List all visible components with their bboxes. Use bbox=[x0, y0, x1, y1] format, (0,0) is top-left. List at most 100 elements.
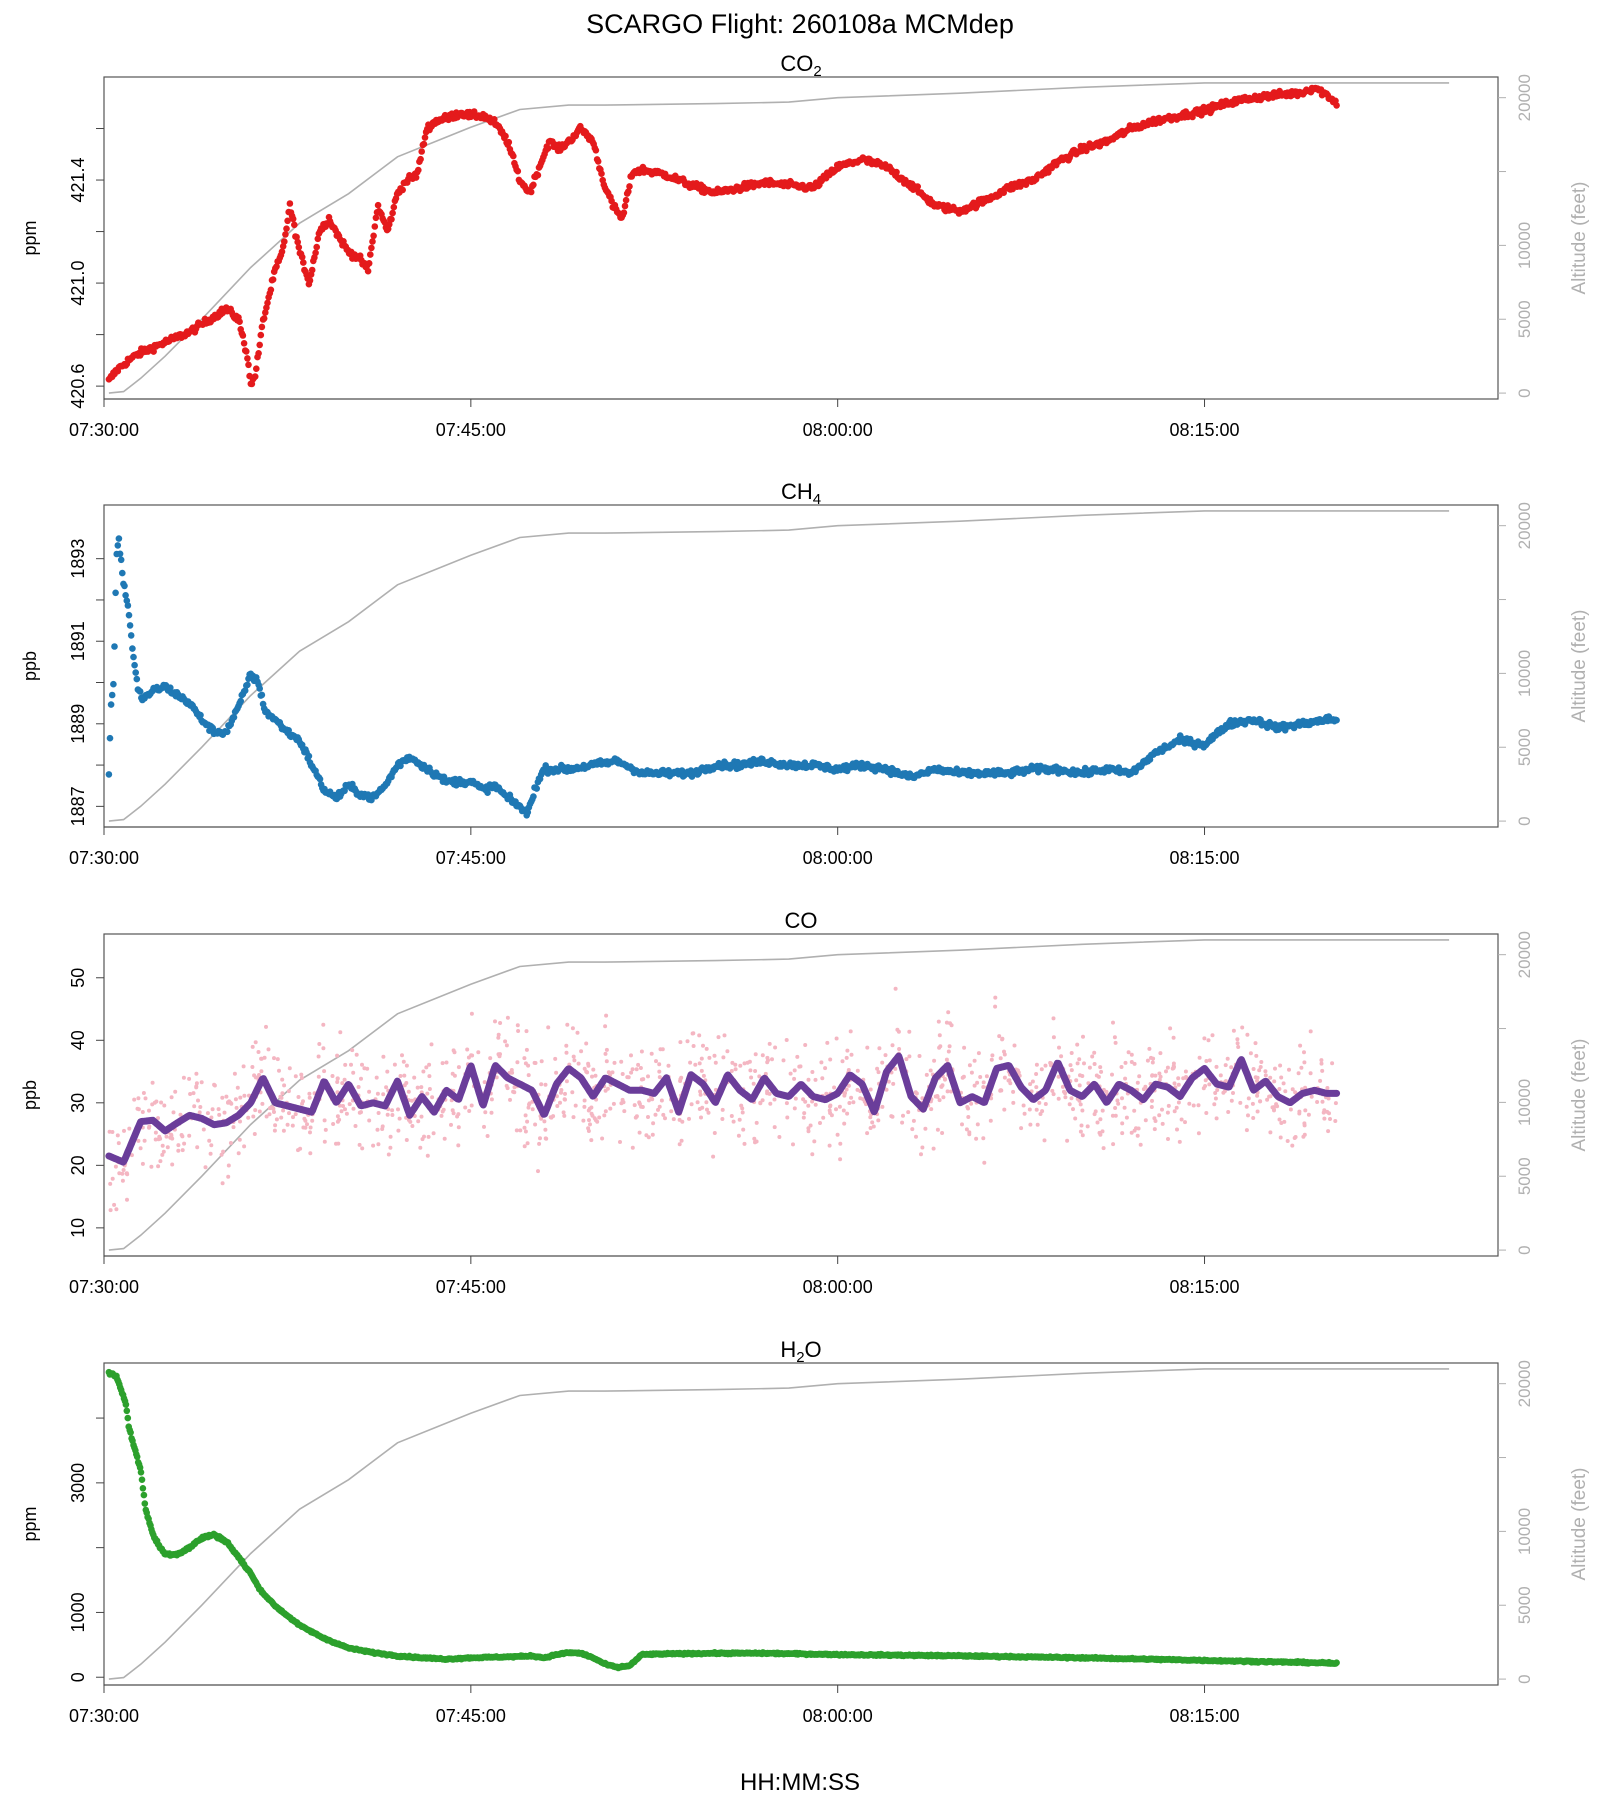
co-raw-point bbox=[701, 1044, 705, 1048]
co-raw-point bbox=[1082, 1061, 1086, 1065]
co-raw-point bbox=[730, 1069, 734, 1073]
ch4-point bbox=[115, 542, 122, 549]
co-raw-point bbox=[583, 1099, 587, 1103]
co-raw-point bbox=[114, 1207, 118, 1211]
co-raw-point bbox=[697, 1033, 701, 1037]
co-raw-point bbox=[1259, 1060, 1263, 1064]
co-raw-point bbox=[531, 1107, 535, 1111]
co-raw-point bbox=[1256, 1076, 1260, 1080]
co-raw-point bbox=[425, 1092, 429, 1096]
co-raw-point bbox=[486, 1134, 490, 1138]
co-raw-point bbox=[904, 1057, 908, 1061]
co-raw-point bbox=[482, 1125, 486, 1129]
co-raw-point bbox=[322, 1069, 326, 1073]
co-raw-point bbox=[571, 1026, 575, 1030]
ch4-points bbox=[106, 535, 1340, 818]
co2-point bbox=[252, 373, 259, 380]
co-raw-point bbox=[385, 1070, 389, 1074]
co-raw-point bbox=[644, 1133, 648, 1137]
co-raw-point bbox=[597, 1116, 601, 1120]
co-raw-point bbox=[974, 1137, 978, 1141]
co-raw-point bbox=[591, 1068, 595, 1072]
y2-axis-label: Altitude (feet) bbox=[1569, 610, 1590, 723]
co-raw-point bbox=[141, 1162, 145, 1166]
co2-point bbox=[284, 218, 291, 225]
co-raw-point bbox=[272, 1110, 276, 1114]
co-raw-point bbox=[1215, 1065, 1219, 1069]
y2-tick-label: 5000 bbox=[1515, 728, 1534, 766]
co-raw-point bbox=[1302, 1060, 1306, 1064]
y2-tick-label: 20000 bbox=[1515, 1360, 1534, 1407]
y-tick-label: 50 bbox=[68, 968, 88, 988]
co-raw-point bbox=[589, 1138, 593, 1142]
co-raw-point bbox=[1073, 1117, 1077, 1121]
co-raw-point bbox=[785, 1038, 789, 1042]
co-raw-point bbox=[426, 1154, 430, 1158]
co-raw-point bbox=[563, 1098, 567, 1102]
ch4-point bbox=[116, 535, 123, 542]
co-raw-point bbox=[396, 1107, 400, 1111]
co-raw-point bbox=[865, 1046, 869, 1050]
co-raw-point bbox=[229, 1101, 233, 1105]
co-raw-point bbox=[1101, 1129, 1105, 1133]
co-raw-point bbox=[1075, 1043, 1079, 1047]
co2-point bbox=[300, 259, 307, 266]
co-raw-point bbox=[195, 1145, 199, 1149]
co-raw-point bbox=[605, 1048, 609, 1052]
co-raw-point bbox=[170, 1163, 174, 1167]
co-raw-point bbox=[1268, 1130, 1272, 1134]
co-raw-point bbox=[268, 1106, 272, 1110]
co-raw-point bbox=[308, 1151, 312, 1155]
co-raw-point bbox=[791, 1142, 795, 1146]
co-raw-point bbox=[834, 1107, 838, 1111]
co-raw-point bbox=[1151, 1061, 1155, 1065]
co-raw-point bbox=[1240, 1026, 1244, 1030]
co-raw-point bbox=[1074, 1078, 1078, 1082]
co-raw-point bbox=[907, 1054, 911, 1058]
co-raw-point bbox=[725, 1049, 729, 1053]
co-raw-point bbox=[117, 1141, 121, 1145]
co-raw-point bbox=[136, 1096, 140, 1100]
co-raw-point bbox=[317, 1042, 321, 1046]
co-raw-point bbox=[574, 1104, 578, 1108]
co-raw-point bbox=[591, 1114, 595, 1118]
co-raw-point bbox=[337, 1118, 341, 1122]
co-raw-point bbox=[1127, 1050, 1131, 1054]
co-raw-point bbox=[260, 1102, 264, 1106]
co-raw-point bbox=[310, 1119, 314, 1123]
co-raw-point bbox=[336, 1114, 340, 1118]
co-raw-point bbox=[524, 1061, 528, 1065]
co-raw-point bbox=[1099, 1070, 1103, 1074]
co-raw-point bbox=[966, 1115, 970, 1119]
co-raw-point bbox=[1142, 1087, 1146, 1091]
co-raw-point bbox=[934, 1095, 938, 1099]
co2-point bbox=[417, 156, 424, 163]
panel-title-main: CO bbox=[780, 51, 813, 76]
co-raw-point bbox=[1059, 1054, 1063, 1058]
co-raw-point bbox=[388, 1146, 392, 1150]
co-raw-point bbox=[985, 1074, 989, 1078]
co-raw-point bbox=[1081, 1133, 1085, 1137]
co-raw-point bbox=[176, 1143, 180, 1147]
co-raw-point bbox=[720, 1117, 724, 1121]
co-raw-point bbox=[419, 1085, 423, 1089]
co-raw-point bbox=[618, 1140, 622, 1144]
x-tick-label: 08:15:00 bbox=[1169, 1277, 1239, 1297]
co-raw-point bbox=[232, 1125, 236, 1129]
co-raw-point bbox=[360, 1063, 364, 1067]
co-raw-point bbox=[1215, 1088, 1219, 1092]
co-raw-point bbox=[1175, 1106, 1179, 1110]
co-raw-point bbox=[149, 1165, 153, 1169]
ch4-point bbox=[533, 785, 540, 792]
co-raw-point bbox=[1307, 1113, 1311, 1117]
co-raw-point bbox=[690, 1102, 694, 1106]
co-raw-point bbox=[1002, 1050, 1006, 1054]
co-raw-point bbox=[1290, 1144, 1294, 1148]
co-raw-point bbox=[1057, 1046, 1061, 1050]
co-raw-point bbox=[1184, 1075, 1188, 1079]
co-raw-point bbox=[765, 1056, 769, 1060]
co-raw-point bbox=[832, 1086, 836, 1090]
co-raw-point bbox=[467, 1109, 471, 1113]
co-raw-point bbox=[410, 1124, 414, 1128]
co-raw-point bbox=[1139, 1143, 1143, 1147]
